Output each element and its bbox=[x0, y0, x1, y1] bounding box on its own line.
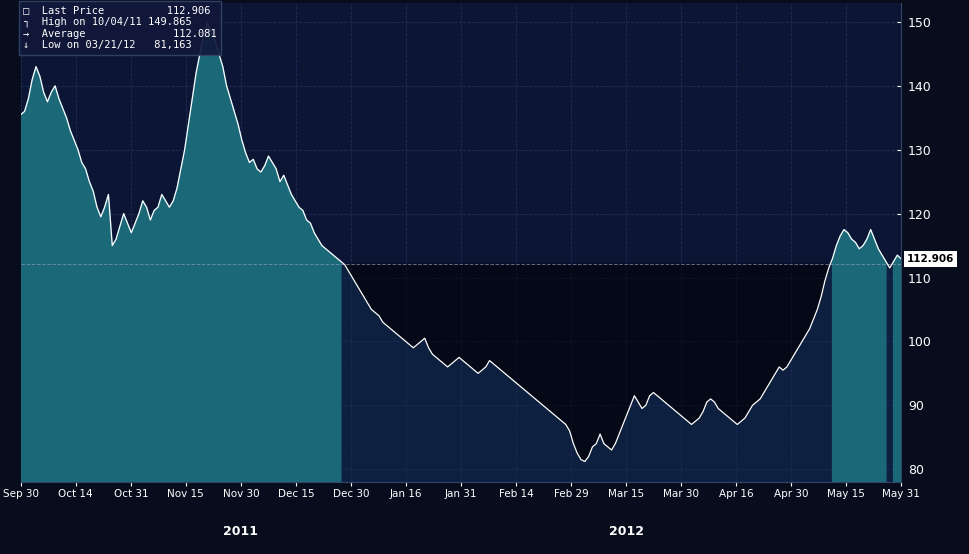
Text: 2012: 2012 bbox=[609, 525, 643, 538]
Text: 2011: 2011 bbox=[224, 525, 259, 538]
Text: 112.906: 112.906 bbox=[907, 254, 954, 264]
Text: □  Last Price          112.906
┐  High on 10/04/11 149.865
→  Average           : □ Last Price 112.906 ┐ High on 10/04/11 … bbox=[23, 5, 217, 50]
